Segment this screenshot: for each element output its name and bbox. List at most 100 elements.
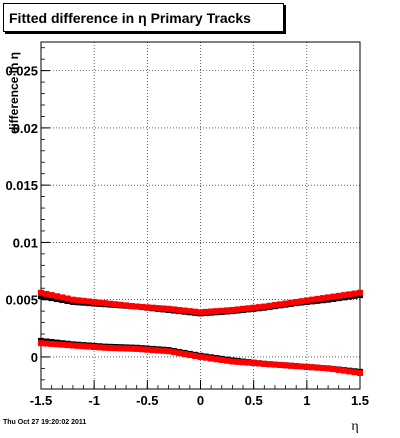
series-3-marker xyxy=(266,361,273,368)
series-3-marker xyxy=(149,347,156,354)
series-3-marker xyxy=(85,343,92,350)
x-tick-label: -1 xyxy=(88,393,100,408)
series-3-marker xyxy=(38,340,44,347)
series-1-marker xyxy=(266,302,273,309)
series-1-marker xyxy=(69,296,76,303)
series-3-marker xyxy=(229,358,236,365)
series-3-marker xyxy=(351,369,358,376)
series-1-marker xyxy=(154,305,161,312)
y-tick-label: 0.005 xyxy=(5,293,38,308)
series-1-marker xyxy=(213,308,220,315)
series-1-marker xyxy=(229,306,236,313)
series-3-marker xyxy=(277,361,284,368)
series-3-marker xyxy=(197,353,204,360)
series-1-marker xyxy=(181,307,188,314)
y-tick-label: 0.015 xyxy=(5,178,38,193)
series-3-marker xyxy=(303,363,310,370)
series-1-marker xyxy=(314,295,321,302)
series-3-marker xyxy=(91,344,98,351)
series-1-marker xyxy=(160,305,167,312)
y-tick-label: 0.01 xyxy=(13,235,38,250)
series-3-marker xyxy=(250,360,257,367)
series-1-marker xyxy=(240,305,247,312)
x-tick-label: 1.5 xyxy=(351,393,369,408)
series-1-marker xyxy=(75,297,82,304)
series-1-marker xyxy=(43,290,50,297)
series-1-marker xyxy=(325,294,332,301)
series-3-marker xyxy=(43,340,50,347)
series-3-marker xyxy=(282,362,289,369)
series-1-marker xyxy=(53,293,60,300)
series-1-marker xyxy=(303,297,310,304)
series-1-marker xyxy=(192,308,199,315)
series-1-marker xyxy=(107,300,114,307)
series-3-marker xyxy=(224,357,231,364)
series-3-marker xyxy=(107,344,114,351)
series-3-marker xyxy=(255,360,262,367)
series-1-marker xyxy=(101,300,108,307)
series-3-marker xyxy=(271,361,278,368)
series-1-marker xyxy=(133,303,140,310)
series-1-marker xyxy=(234,306,241,313)
x-tick-label: 1 xyxy=(303,393,310,408)
series-1-marker xyxy=(224,307,231,314)
chart-title-box: Fitted difference in η Primary Tracks xyxy=(3,3,284,32)
chart-title: Fitted difference in η Primary Tracks xyxy=(9,9,251,26)
series-1-marker xyxy=(96,299,103,306)
series-1-marker xyxy=(341,292,348,299)
series-1-marker xyxy=(309,296,316,303)
series-3-marker xyxy=(293,363,300,370)
series-1-marker xyxy=(202,308,209,315)
series-1-marker xyxy=(91,298,98,305)
series-3-marker xyxy=(69,342,76,349)
series-3-marker xyxy=(139,346,146,353)
series-3-marker xyxy=(213,356,220,363)
series-3-marker xyxy=(181,351,188,358)
series-1-marker xyxy=(357,289,363,296)
series-3-marker xyxy=(298,363,305,370)
series-3-marker xyxy=(202,354,209,361)
series-1-marker xyxy=(139,303,146,310)
series-1-marker xyxy=(293,298,300,305)
series-3-marker xyxy=(287,362,294,369)
series-3-marker xyxy=(218,356,225,363)
x-tick-label: 0.5 xyxy=(245,393,263,408)
series-1-marker xyxy=(287,299,294,306)
series-3-marker xyxy=(64,342,71,349)
series-1-marker xyxy=(85,298,92,305)
series-0-marker xyxy=(48,295,55,302)
series-1-marker xyxy=(59,294,66,301)
series-3-marker xyxy=(314,364,321,371)
series-1-marker xyxy=(298,298,305,305)
x-tick-label: 0 xyxy=(197,393,204,408)
series-3-marker xyxy=(240,359,247,366)
series-3-marker xyxy=(59,341,66,348)
series-3-marker xyxy=(154,347,161,354)
series-3-marker xyxy=(160,347,167,354)
x-tick-label: -0.5 xyxy=(136,393,158,408)
series-1-marker xyxy=(245,305,252,312)
series-1-marker xyxy=(48,292,55,299)
series-3-marker xyxy=(234,358,241,365)
y-axis-label: difference in η xyxy=(7,52,21,134)
series-1-marker xyxy=(144,304,151,311)
series-3-marker xyxy=(123,345,130,352)
series-3-marker xyxy=(330,366,337,373)
series-3-marker xyxy=(80,343,87,350)
series-3-marker xyxy=(112,345,119,352)
series-1-marker xyxy=(176,306,183,313)
series-1-marker xyxy=(208,308,215,315)
series-3-marker xyxy=(357,369,363,376)
series-3-marker xyxy=(165,348,172,355)
series-1-marker xyxy=(64,295,71,302)
series-1-marker xyxy=(165,305,172,312)
series-1-marker xyxy=(319,295,326,302)
series-0-marker xyxy=(38,293,44,300)
series-0-marker xyxy=(43,294,50,301)
series-1-marker xyxy=(186,308,193,315)
series-1-marker xyxy=(170,306,177,313)
series-3-marker xyxy=(133,345,140,352)
series-1-marker xyxy=(261,303,268,310)
x-tick-label: -1.5 xyxy=(30,393,52,408)
